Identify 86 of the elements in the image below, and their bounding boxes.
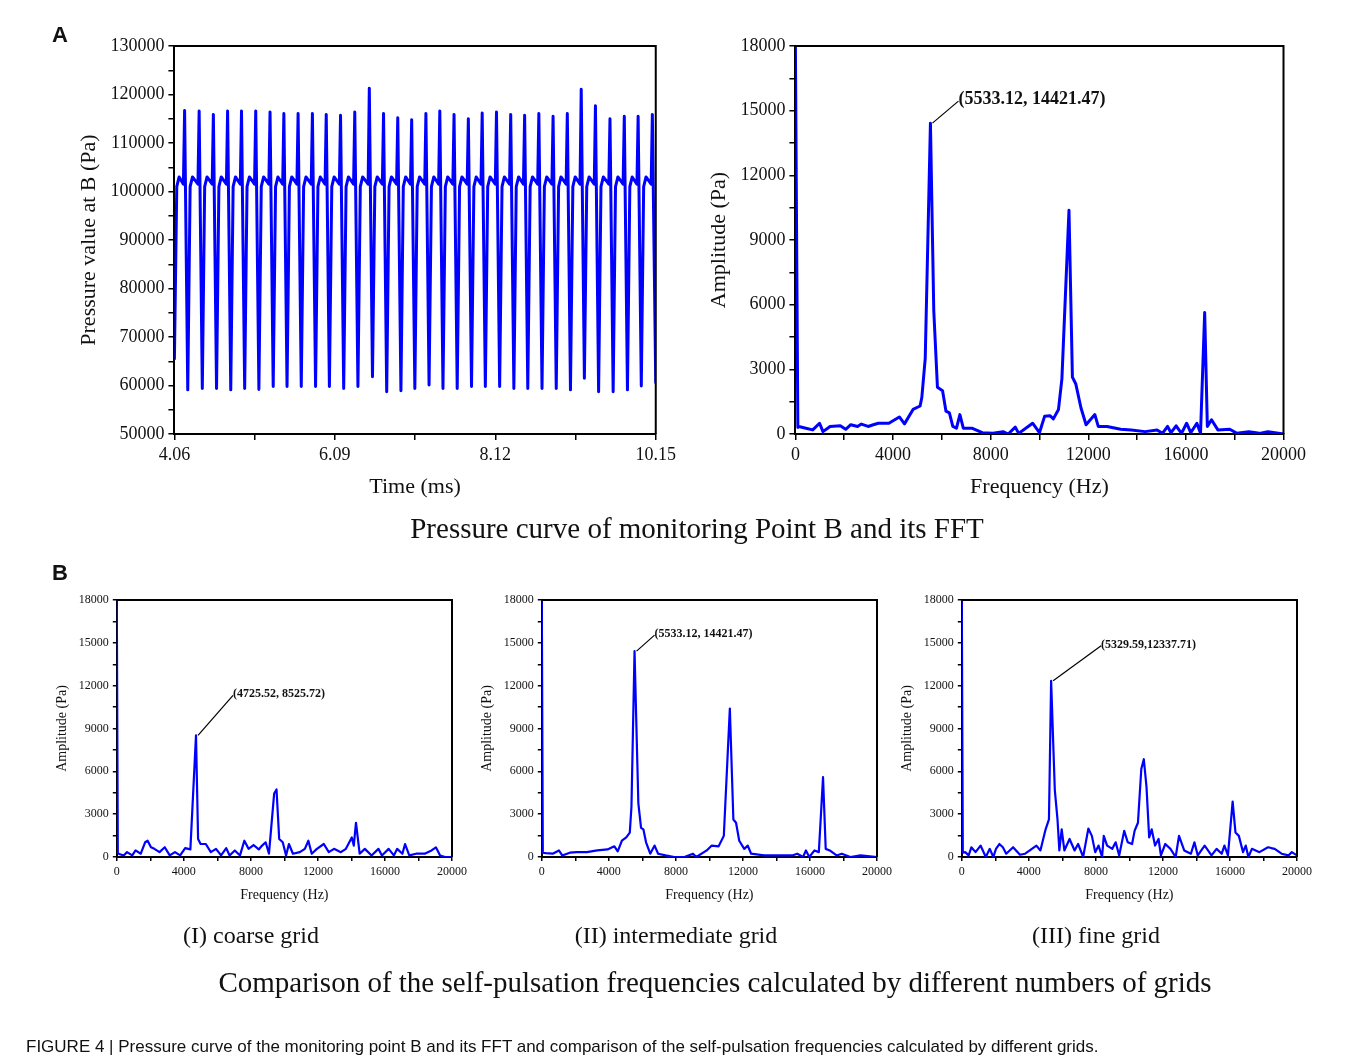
y-tick-label: 9000 [929,720,954,735]
x-tick-label: 8000 [663,864,688,879]
y-axis-title: Amplitude (Pa) [479,684,496,772]
annotation: (4725.52, 8525.72) [233,686,325,701]
y-tick-label: 60000 [119,374,165,395]
y-axis-title: Pressure value at B (Pa) [74,134,100,346]
x-tick-label: 8000 [238,864,263,879]
y-tick-label: 100000 [110,180,165,201]
y-tick-label: 6000 [749,293,786,314]
x-tick-label: 20000 [862,864,892,879]
x-tick-label: 20000 [1261,443,1306,464]
x-axis-title: Frequency (Hz) [240,887,329,904]
text: A [52,22,68,48]
text: Pressure curve of monitoring Point B and its FFT [410,512,984,545]
x-axis-title: Frequency (Hz) [970,472,1109,498]
y-tick-label: 0 [947,849,954,864]
x-axis-title: Frequency (Hz) [665,887,754,904]
y-tick-label: 120000 [110,83,165,104]
x-tick-label: 0 [538,864,545,879]
y-tick-label: 12000 [503,677,534,692]
y-tick-label: 50000 [119,422,165,443]
y-tick-label: 0 [776,422,786,443]
y-tick-label: 9000 [509,720,534,735]
x-tick-label: 0 [958,864,965,879]
y-axis-title: Amplitude (Pa) [899,684,916,772]
y-tick-label: 18000 [78,592,109,607]
x-tick-label: 0 [790,443,800,464]
text: (I) coarse grid [183,921,319,948]
x-tick-label: 12000 [302,864,333,879]
x-tick-label: 4.06 [158,443,191,464]
y-tick-label: 80000 [119,277,165,298]
y-tick-label: 12000 [740,164,786,185]
y-tick-label: 3000 [749,358,786,379]
y-tick-label: 18000 [923,592,954,607]
text: Comparison of the self-pulsation frequencies calculated by different numbers of grids [218,966,1212,999]
x-tick-label: 12000 [1147,864,1178,879]
y-tick-label: 18000 [503,592,534,607]
y-tick-label: 0 [102,849,109,864]
y-tick-label: 3000 [84,806,109,821]
y-tick-label: 110000 [111,131,165,152]
y-tick-label: 6000 [509,763,534,778]
y-tick-label: 6000 [929,763,954,778]
y-tick-label: 9000 [749,228,786,249]
x-tick-label: 8000 [1083,864,1108,879]
y-tick-label: 15000 [503,634,534,649]
caption: FIGURE 4 | Pressure curve of the monitoring point B and its FFT and comparison of the self-pulsation frequencies calculated by different grids. [26,1037,1099,1057]
annotation: (5533.12, 14421.47) [654,626,753,641]
text: (II) intermediate grid [574,921,778,948]
x-tick-label: 16000 [1163,443,1209,464]
y-tick-label: 3000 [509,806,534,821]
text: B [52,560,68,586]
y-tick-label: 70000 [119,325,165,346]
x-tick-label: 12000 [727,864,758,879]
x-tick-label: 4000 [875,443,912,464]
y-tick-label: 0 [527,849,534,864]
y-tick-label: 18000 [740,34,786,55]
x-tick-label: 4000 [171,864,196,879]
annotation: (5533.12, 14421.47) [958,87,1106,109]
text: (III) fine grid [1032,921,1160,948]
x-tick-label: 16000 [369,864,400,879]
y-tick-label: 15000 [78,634,109,649]
x-tick-label: 4000 [596,864,621,879]
y-tick-label: 15000 [923,634,954,649]
x-tick-label: 16000 [1214,864,1245,879]
x-tick-label: 8.12 [479,443,512,464]
annotation: (5329.59,12337.71) [1101,636,1197,651]
x-tick-label: 6.09 [319,443,351,464]
x-tick-label: 20000 [437,864,467,879]
y-axis-title: Amplitude (Pa) [704,171,730,309]
x-tick-label: 10.15 [635,443,676,464]
x-tick-label: 16000 [794,864,825,879]
x-tick-label: 4000 [1016,864,1041,879]
y-tick-label: 3000 [929,806,954,821]
x-axis-title: Frequency (Hz) [1085,887,1174,904]
y-tick-label: 15000 [740,99,786,120]
y-tick-label: 12000 [923,677,954,692]
x-tick-label: 8000 [972,443,1009,464]
x-tick-label: 12000 [1065,443,1111,464]
y-tick-label: 12000 [78,677,109,692]
y-tick-label: 90000 [119,228,165,249]
x-tick-label: 20000 [1282,864,1312,879]
y-tick-label: 9000 [84,720,109,735]
y-axis-title: Amplitude (Pa) [54,684,71,772]
x-axis-title: Time (ms) [369,472,461,498]
y-tick-label: 130000 [110,34,165,55]
y-tick-label: 6000 [84,763,109,778]
